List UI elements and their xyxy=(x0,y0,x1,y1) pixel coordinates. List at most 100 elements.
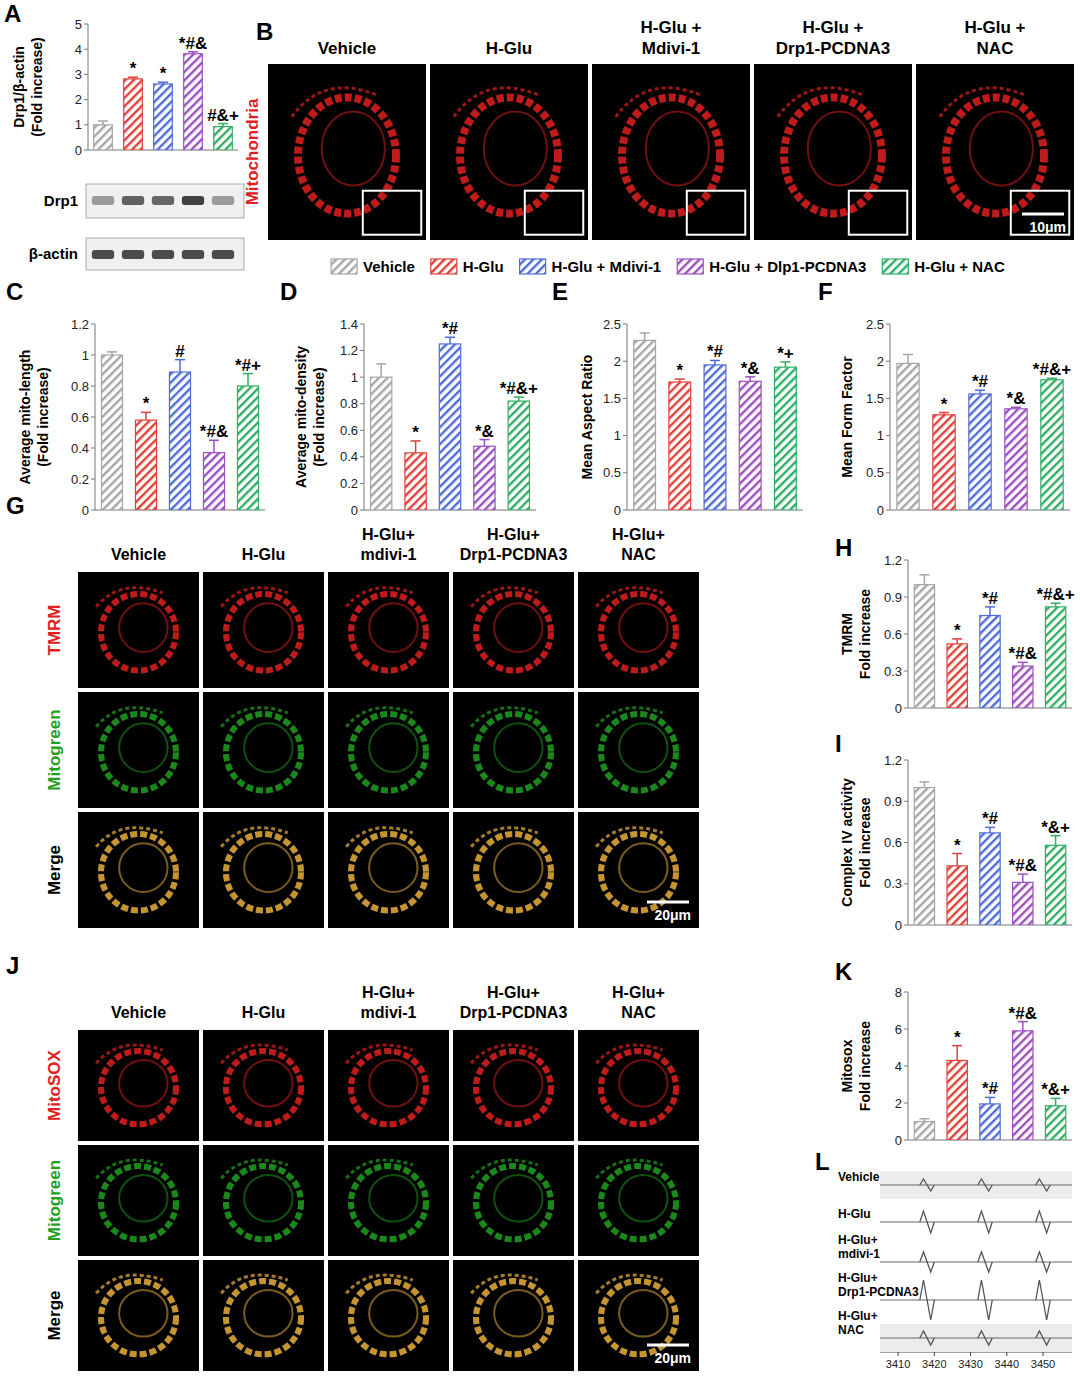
blot-strip xyxy=(86,238,244,270)
y-tick-label: 1 xyxy=(351,370,358,385)
micrograph xyxy=(328,1030,449,1141)
panel-e: E00.511.522.5Mean Aspect Ratio**#*&*+ xyxy=(552,278,803,518)
mito-network xyxy=(471,828,538,847)
y-tick xyxy=(886,472,890,473)
error-bar xyxy=(919,1119,929,1122)
micrograph-bg xyxy=(453,572,574,688)
trace-band xyxy=(880,1171,1072,1199)
bar xyxy=(154,84,173,150)
y-axis-title: Mean Aspect Ratio xyxy=(579,355,595,480)
row-label: Mitogreen xyxy=(45,1160,64,1241)
error-cap xyxy=(107,351,117,353)
significance-label: *#&+ xyxy=(1036,585,1074,604)
mito-network xyxy=(351,1051,426,1124)
mito-network xyxy=(601,1051,676,1124)
mito-network xyxy=(646,112,709,186)
epr-peak xyxy=(1036,1280,1050,1320)
bar xyxy=(980,616,1000,709)
significance-label: * xyxy=(130,59,137,78)
y-tick xyxy=(904,671,908,672)
mito-network xyxy=(221,1160,288,1178)
mito-network xyxy=(101,1051,176,1124)
mito-network xyxy=(101,1281,176,1354)
y-tick-label: 2 xyxy=(614,354,621,369)
mito-network xyxy=(244,843,292,892)
micrograph xyxy=(203,572,324,688)
legend-item: Vehicle xyxy=(331,258,415,275)
y-tick-label: 0 xyxy=(82,503,89,518)
mito-network xyxy=(101,1281,176,1354)
y-tick xyxy=(360,510,364,511)
mito-network xyxy=(119,1290,167,1337)
y-tick-label: 0 xyxy=(877,503,884,518)
y-tick xyxy=(91,479,95,480)
column-title: Drp1-PCDNA3 xyxy=(460,546,568,563)
significance-label: *# xyxy=(972,372,989,391)
inset-frame xyxy=(849,191,907,235)
bar xyxy=(1045,1106,1065,1140)
bar xyxy=(1041,380,1063,510)
error-bar xyxy=(919,782,929,788)
inset-frame xyxy=(1011,191,1069,235)
y-tick xyxy=(623,510,627,511)
y-tick-label: 0.9 xyxy=(884,590,902,605)
mito-network xyxy=(244,1175,292,1222)
marks xyxy=(634,333,797,510)
y-tick xyxy=(886,398,890,399)
blot-band-actin xyxy=(152,250,174,259)
y-tick-label: 1 xyxy=(82,348,89,363)
mito-network xyxy=(119,723,167,772)
micrograph xyxy=(203,1030,324,1141)
mito-network xyxy=(221,1045,288,1063)
y-tick-label: 0 xyxy=(351,503,358,518)
y-tick-label: 2 xyxy=(895,1096,902,1111)
legend-label: Vehicle xyxy=(363,258,415,275)
blot-label: β-actin xyxy=(29,245,78,262)
legend-swatch xyxy=(520,259,546,274)
micrograph-bg xyxy=(78,572,199,688)
micrograph xyxy=(453,1260,574,1371)
marks xyxy=(914,782,1066,925)
error-stem xyxy=(1022,1022,1024,1031)
error-stem xyxy=(956,854,958,866)
significance-label: *&+ xyxy=(1041,1080,1070,1099)
y-tick xyxy=(623,398,627,399)
micrograph xyxy=(578,572,699,688)
y-tick-label: 0 xyxy=(895,1133,902,1148)
significance-label: #&+ xyxy=(207,106,239,125)
column-title: Drp1-PCDNA3 xyxy=(460,1004,568,1021)
mito-network xyxy=(346,828,413,847)
y-tick-label: 0.9 xyxy=(884,794,902,809)
micrograph-bg xyxy=(453,1030,574,1141)
y-tick-label: 0 xyxy=(895,701,902,716)
mito-network xyxy=(244,603,292,652)
blot-band xyxy=(182,196,204,205)
marks xyxy=(101,352,258,510)
error-cap xyxy=(376,363,386,365)
micrograph xyxy=(328,1145,449,1256)
y-axis-title: Average mito-length xyxy=(17,350,33,485)
micrograph-bg xyxy=(453,1145,574,1256)
legend-swatch xyxy=(882,259,908,274)
mito-network xyxy=(96,1160,163,1178)
blot-strip xyxy=(86,184,244,218)
column-title: NAC xyxy=(977,39,1014,58)
micrograph-bg xyxy=(203,1260,324,1371)
epr-peak xyxy=(1036,1331,1050,1345)
mito-network xyxy=(369,843,417,892)
error-stem xyxy=(956,1046,958,1061)
column-title: H-Glu+ xyxy=(487,984,540,1001)
micrograph-bg xyxy=(592,64,750,240)
blot-label: Drp1 xyxy=(44,192,78,209)
micrograph xyxy=(430,64,588,240)
micrograph-bg xyxy=(78,1030,199,1141)
micrograph-bg xyxy=(916,64,1074,240)
column-title: Vehicle xyxy=(111,1004,166,1021)
bar xyxy=(634,340,656,510)
error-stem xyxy=(924,782,926,788)
y-tick xyxy=(904,1066,908,1067)
error-bar xyxy=(98,121,108,125)
y-tick xyxy=(904,560,908,561)
micrograph-bg xyxy=(78,812,199,928)
bar xyxy=(124,79,143,150)
